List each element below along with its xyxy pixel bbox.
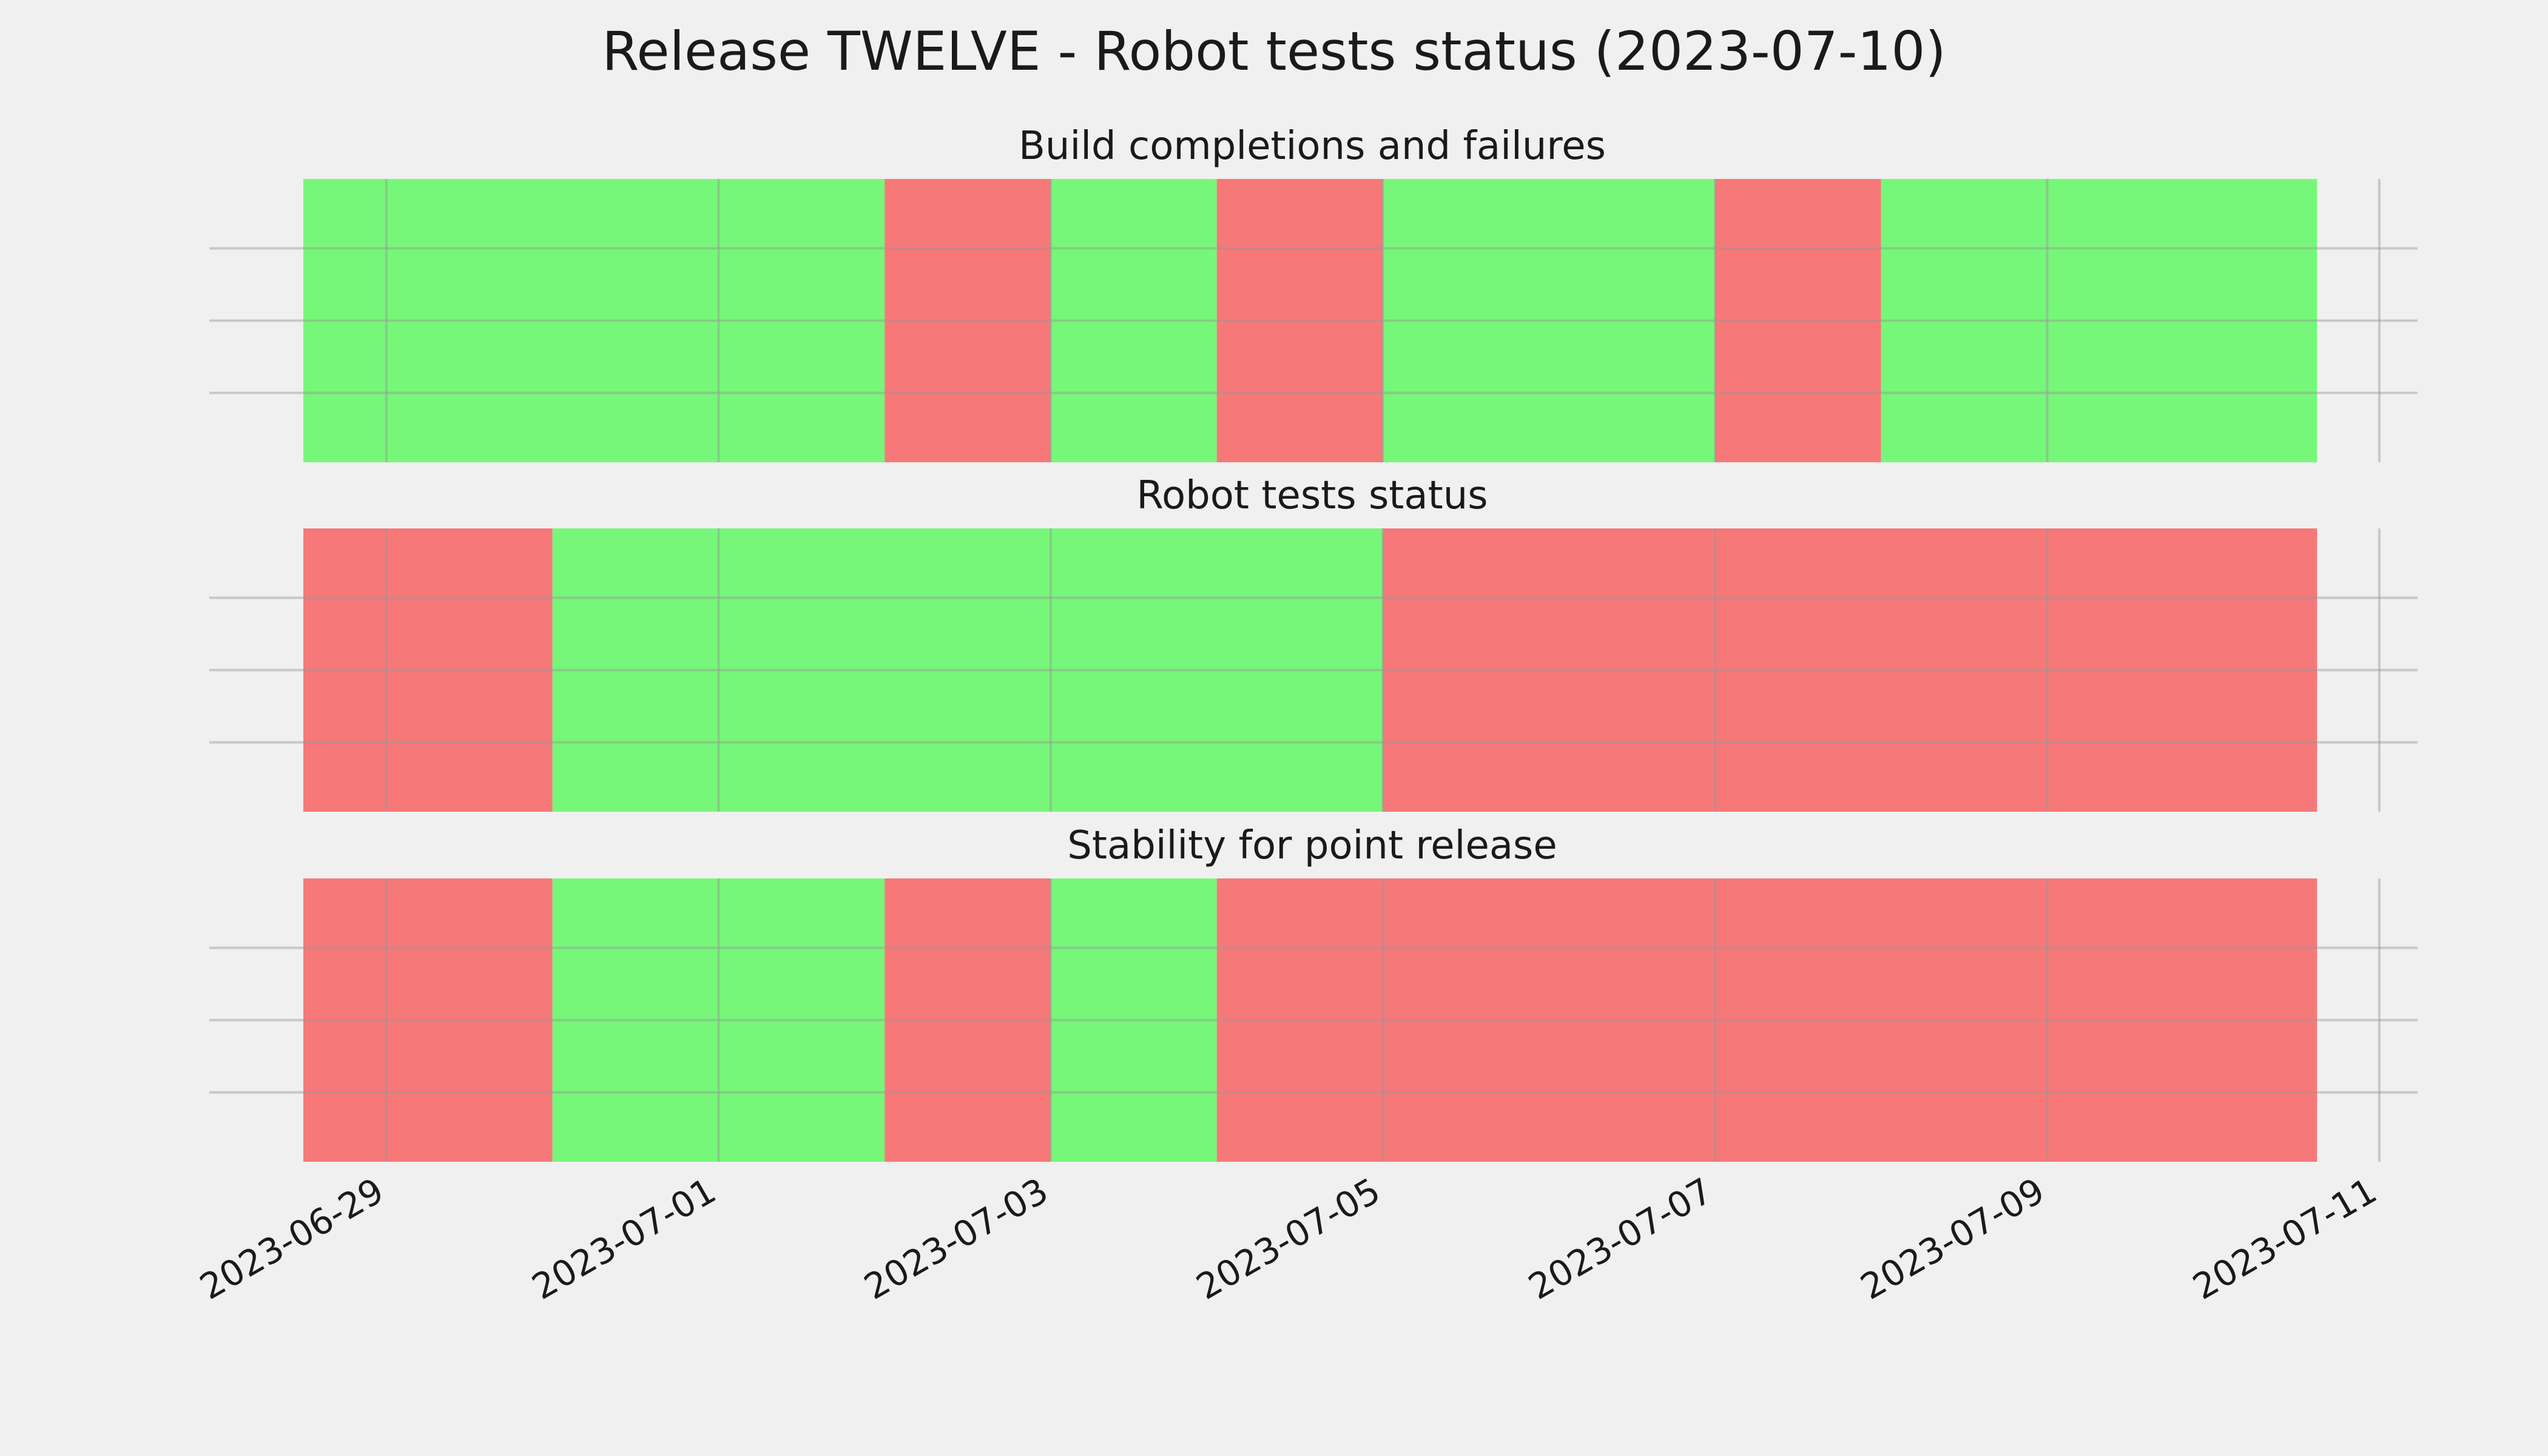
- segment-fail: [1383, 528, 2317, 812]
- segment-fail: [303, 528, 553, 812]
- segment-fail: [303, 878, 553, 1162]
- segment-pass: [1881, 179, 2317, 462]
- segment-fail: [1216, 878, 2317, 1162]
- segment-pass: [552, 878, 885, 1162]
- x-tick-label: 2023-06-29: [193, 1170, 391, 1307]
- x-tick-label: 2023-07-07: [1522, 1170, 1719, 1307]
- chart-title: Release TWELVE - Robot tests status (202…: [602, 20, 1946, 83]
- segment-pass: [1050, 179, 1217, 462]
- panel-2: Robot tests status: [209, 473, 2418, 812]
- panel-title: Robot tests status: [1136, 473, 1488, 518]
- x-tick-label: 2023-07-09: [1854, 1170, 2052, 1307]
- segment-fail: [885, 878, 1051, 1162]
- x-tick-label: 2023-07-03: [857, 1170, 1055, 1307]
- segment-pass: [552, 528, 1383, 812]
- segment-pass: [1050, 878, 1217, 1162]
- segment-fail: [1714, 179, 1881, 462]
- panel-title: Stability for point release: [1067, 823, 1557, 868]
- panel-title: Build completions and failures: [1019, 124, 1606, 169]
- x-axis: 2023-06-29 2023-07-01 2023-07-03 2023-07-05…: [193, 1170, 2384, 1307]
- x-tick-label: 2023-07-05: [1190, 1170, 1387, 1307]
- panel-1: Build completions and failures: [209, 124, 2418, 462]
- segment-fail: [1216, 179, 1383, 462]
- segment-pass: [1383, 179, 1715, 462]
- segment-pass: [303, 179, 885, 462]
- x-tick-label: 2023-07-01: [525, 1170, 723, 1307]
- panel-3: Stability for point release: [209, 823, 2418, 1162]
- x-tick-label: 2023-07-11: [2186, 1170, 2384, 1307]
- segment-fail: [885, 179, 1051, 462]
